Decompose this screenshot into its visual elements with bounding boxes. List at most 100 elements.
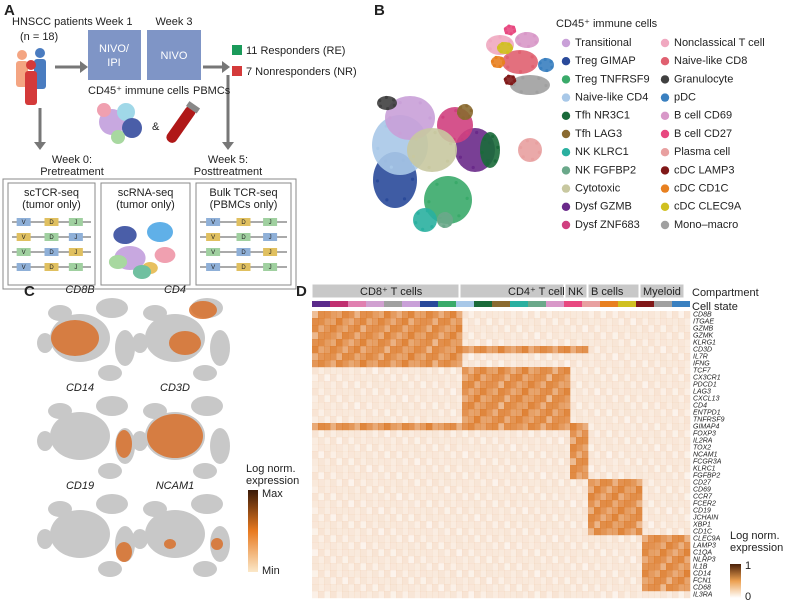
heat-cell xyxy=(378,374,384,381)
heat-cell xyxy=(636,570,642,577)
heat-cell xyxy=(642,549,648,556)
heat-cell xyxy=(654,360,660,367)
heat-cell xyxy=(336,556,342,563)
heat-cell xyxy=(408,486,414,493)
heat-cell xyxy=(654,486,660,493)
heat-cell xyxy=(618,409,624,416)
heat-cell xyxy=(480,458,486,465)
heat-cell xyxy=(318,577,324,584)
heat-cell xyxy=(564,528,570,535)
heat-cell xyxy=(576,521,582,528)
heat-cell xyxy=(354,577,360,584)
heat-cell xyxy=(444,437,450,444)
heat-cell xyxy=(648,514,654,521)
heat-cell xyxy=(636,311,642,318)
heat-cell xyxy=(444,360,450,367)
heat-cell xyxy=(336,430,342,437)
expression-region xyxy=(116,430,132,458)
heat-cell xyxy=(342,402,348,409)
cell-dot xyxy=(390,166,393,169)
heat-cell xyxy=(678,563,684,570)
heat-cell xyxy=(684,451,690,458)
heat-cell xyxy=(570,479,576,486)
heat-cell xyxy=(606,388,612,395)
heat-cell xyxy=(318,416,324,423)
heat-cell xyxy=(636,472,642,479)
heat-cell xyxy=(384,493,390,500)
heat-cell xyxy=(654,374,660,381)
heat-cell xyxy=(378,381,384,388)
segment-label: V xyxy=(22,250,26,256)
heat-cell xyxy=(360,514,366,521)
heat-cell xyxy=(534,318,540,325)
heat-cell xyxy=(450,563,456,570)
heat-cell xyxy=(546,416,552,423)
heat-cell xyxy=(636,479,642,486)
heat-cell xyxy=(546,325,552,332)
heat-cell xyxy=(582,535,588,542)
heat-cell xyxy=(528,381,534,388)
heat-cell xyxy=(432,493,438,500)
heat-cell xyxy=(390,479,396,486)
heat-cell xyxy=(510,535,516,542)
heat-cell xyxy=(342,374,348,381)
heat-cell xyxy=(336,479,342,486)
heat-cell xyxy=(408,332,414,339)
heat-cell xyxy=(618,416,624,423)
heat-cell xyxy=(612,311,618,318)
heat-cell xyxy=(516,486,522,493)
heat-cell xyxy=(414,514,420,521)
heat-cell xyxy=(402,472,408,479)
heat-cell xyxy=(636,423,642,430)
heat-cell xyxy=(504,542,510,549)
heat-cell xyxy=(576,367,582,374)
heat-cell xyxy=(642,535,648,542)
panel-c: C CD8BCD4CD14CD3DCD19NCAM1 Log norm. exp… xyxy=(24,283,299,577)
heat-cell xyxy=(390,402,396,409)
heat-cell xyxy=(402,514,408,521)
heat-cell xyxy=(414,318,420,325)
heat-cell xyxy=(324,451,330,458)
cell-dot xyxy=(510,47,513,50)
heat-cell xyxy=(486,584,492,591)
heat-cell xyxy=(588,332,594,339)
heat-cell xyxy=(426,451,432,458)
heat-cell xyxy=(474,500,480,507)
heat-cell xyxy=(618,591,624,598)
heat-cell xyxy=(654,549,660,556)
heat-cell xyxy=(462,325,468,332)
cluster-icon xyxy=(133,265,151,279)
heat-cell xyxy=(474,395,480,402)
heat-cell xyxy=(390,577,396,584)
heat-cell xyxy=(498,451,504,458)
heat-cell xyxy=(582,374,588,381)
heat-cell xyxy=(468,570,474,577)
heat-cell xyxy=(510,318,516,325)
heat-cell xyxy=(456,346,462,353)
heat-cell xyxy=(672,479,678,486)
heat-cell xyxy=(624,493,630,500)
heat-cell xyxy=(360,395,366,402)
heat-cell xyxy=(492,339,498,346)
heat-cell xyxy=(378,318,384,325)
nonresponders: 7 Nonresponders (NR) xyxy=(246,66,357,78)
heat-cell xyxy=(510,332,516,339)
heat-cell xyxy=(600,423,606,430)
feature-plots: CD8BCD4CD14CD3DCD19NCAM1 xyxy=(37,284,230,577)
heat-cell xyxy=(336,416,342,423)
heat-cell xyxy=(432,318,438,325)
heat-cell xyxy=(360,430,366,437)
heat-cell xyxy=(540,542,546,549)
heat-cell xyxy=(660,395,666,402)
heat-cell xyxy=(498,367,504,374)
heat-cell xyxy=(654,332,660,339)
heat-cell xyxy=(348,521,354,528)
heat-cell xyxy=(642,528,648,535)
heat-cell xyxy=(540,514,546,521)
heat-cell xyxy=(462,430,468,437)
heat-cell xyxy=(318,570,324,577)
heat-cell xyxy=(516,507,522,514)
heat-cell xyxy=(672,437,678,444)
heat-cell xyxy=(372,381,378,388)
heat-cell xyxy=(468,416,474,423)
